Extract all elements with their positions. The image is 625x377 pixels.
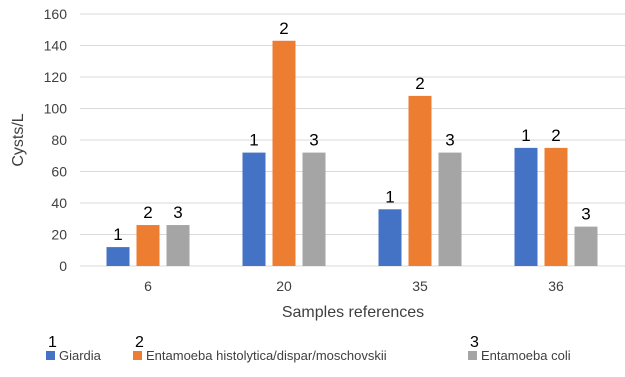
bar-data-label: 2 [143,203,152,222]
legend-label: Entamoeba coli [481,348,571,363]
bar [242,152,266,266]
x-axis-title: Samples references [282,304,424,321]
bar [408,95,432,267]
bar-data-label: 1 [113,225,122,244]
y-tick-label: 100 [44,101,68,117]
bar-data-label: 2 [279,19,288,38]
bar-data-label: 2 [415,74,424,93]
bar [438,152,462,266]
legend-label: Entamoeba histolytica/dispar/moschovskii [146,348,387,363]
y-tick-label: 140 [44,38,68,54]
bar [514,147,538,266]
legend-label: Giardia [59,348,102,363]
legend-swatch [468,351,477,360]
bar [378,209,402,266]
bar-data-label: 3 [445,131,454,150]
bar-data-label: 3 [309,131,318,150]
y-tick-label: 160 [44,6,68,22]
bar-data-label: 3 [581,205,590,224]
y-tick-labels: 0 20 40 60 80 100 120 140 160 [44,6,68,274]
y-tick-label: 80 [51,132,67,148]
bar [302,152,326,266]
y-tick-label: 40 [51,195,67,211]
x-tick-label: 36 [548,278,564,294]
bar [166,225,190,266]
y-tick-label: 20 [51,227,67,243]
legend-number: 2 [135,334,144,351]
bar [574,226,598,266]
x-tick-label: 6 [144,278,152,294]
bar [272,40,296,267]
legend-number: 3 [470,334,479,351]
bar [544,147,568,266]
bar-data-label: 1 [249,131,258,150]
legend-swatch [133,351,142,360]
bar-data-label: 3 [173,203,182,222]
bars [106,40,598,267]
y-tick-label: 120 [44,69,68,85]
x-tick-labels: 6 20 35 36 [144,278,564,294]
bar [106,247,130,266]
y-axis-title: Cysts/L [10,113,27,166]
gridlines [80,13,625,267]
bar [136,225,160,266]
legend-number: 1 [48,334,57,351]
legend-swatch [46,351,55,360]
x-tick-label: 20 [276,278,292,294]
bar-data-label: 1 [521,126,530,145]
y-tick-label: 0 [59,258,67,274]
y-tick-label: 60 [51,164,67,180]
bar-labels: 1 2 3 1 2 3 1 2 3 1 2 3 [113,19,590,244]
bar-data-label: 1 [385,187,394,206]
bar-data-label: 2 [551,126,560,145]
x-tick-label: 35 [412,278,428,294]
